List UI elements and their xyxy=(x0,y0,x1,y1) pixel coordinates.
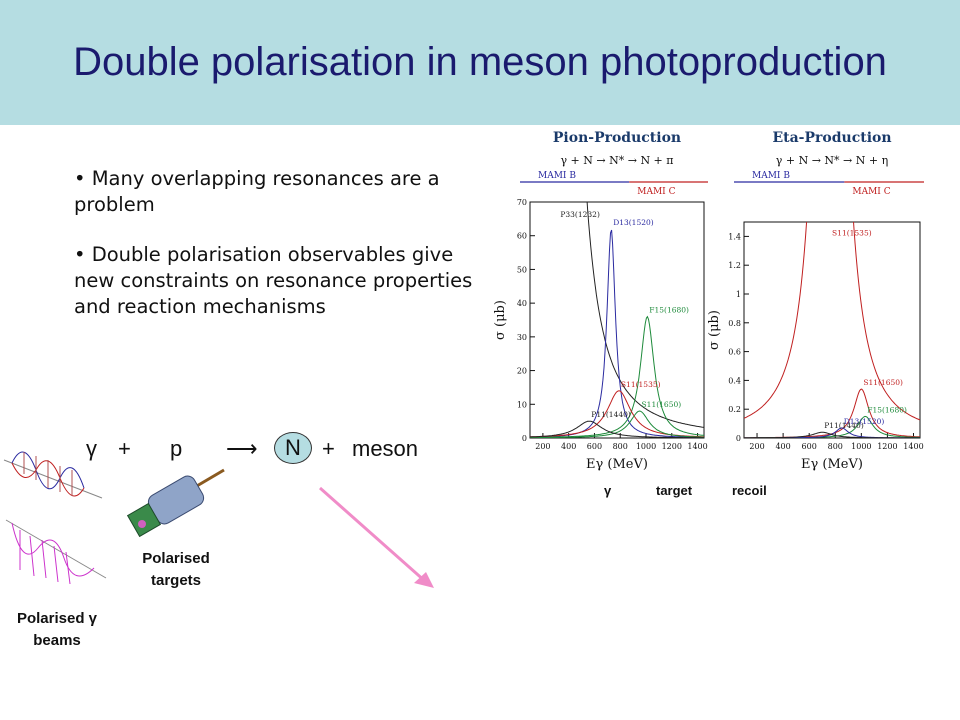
proton-symbol: p xyxy=(170,436,183,461)
beam-range-c-label: MAMI C xyxy=(852,187,890,197)
y-tick-label: 0 xyxy=(522,434,527,443)
series-label: F15(1680) xyxy=(649,306,689,315)
series-label: P11(1440) xyxy=(824,421,864,430)
polarised-beams-caption: Polarised γ beams xyxy=(16,610,98,649)
y-tick-label: 50 xyxy=(517,265,527,274)
plot-frame xyxy=(529,201,705,439)
series-label: S11(1535) xyxy=(621,380,661,389)
x-tick-label: 1000 xyxy=(851,442,871,451)
gamma-beam-label: γ xyxy=(604,483,612,498)
series-label: F15(1680) xyxy=(867,405,907,414)
chart-title: Eta-Production xyxy=(772,130,891,146)
y-tick-label: 70 xyxy=(517,198,527,207)
series-label: P11(1440) xyxy=(591,410,631,419)
series-line xyxy=(744,222,920,421)
beam-range-c-label: MAMI C xyxy=(637,187,675,197)
x-tick-label: 200 xyxy=(535,442,550,451)
y-tick-label: 1.4 xyxy=(728,232,741,241)
y-tick-label: 0 xyxy=(736,434,741,443)
series-line xyxy=(586,202,704,428)
x-tick-label: 800 xyxy=(828,442,843,451)
x-axis-label: Eγ (MeV) xyxy=(801,457,863,472)
y-tick-label: 0.2 xyxy=(728,405,741,414)
slide-title: Double polarisation in meson photoproduc… xyxy=(73,40,887,84)
x-tick-label: 400 xyxy=(775,442,790,451)
target-label: target xyxy=(656,483,693,498)
polarised-targets-caption: Polarised targets xyxy=(142,550,210,589)
plot-frame xyxy=(743,221,921,439)
y-tick-label: 40 xyxy=(517,299,527,308)
bullet-list: • Many overlapping resonances are a prob… xyxy=(74,166,474,344)
bullet-overlapping-resonances: • Many overlapping resonances are a prob… xyxy=(74,167,440,216)
linear-polarisation-wave xyxy=(3,451,103,499)
circular-polarisation-wave xyxy=(5,519,107,585)
x-tick-label: 1400 xyxy=(687,442,707,451)
series-label: S11(1535) xyxy=(832,228,872,237)
series-label: D13(1520) xyxy=(844,417,885,426)
y-axis-label: σ (μb) xyxy=(493,300,508,340)
x-tick-label: 400 xyxy=(561,442,576,451)
chart-subtitle: γ + N → N* → N + η xyxy=(776,154,888,167)
recoil-label: recoil xyxy=(732,483,767,498)
y-tick-label: 10 xyxy=(517,400,527,409)
reaction-arrow: ⟶ xyxy=(226,436,258,461)
x-tick-label: 600 xyxy=(587,442,602,451)
x-tick-label: 1200 xyxy=(877,442,897,451)
series-label: P33(1232) xyxy=(560,210,600,219)
x-tick-label: 1200 xyxy=(662,442,682,451)
x-tick-label: 200 xyxy=(749,442,764,451)
nucleon-circle: N xyxy=(274,432,312,464)
y-tick-label: 60 xyxy=(517,232,527,241)
bullet-double-polarisation: • Double polarisation observables give n… xyxy=(74,243,473,318)
y-tick-label: 0.8 xyxy=(728,319,741,328)
series-line xyxy=(530,315,704,438)
plus-sign: + xyxy=(322,436,335,461)
target-marker xyxy=(138,520,146,528)
x-tick-label: 800 xyxy=(613,442,628,451)
series-label: S11(1650) xyxy=(642,400,682,409)
chart-title: Pion-Production xyxy=(553,130,681,146)
y-tick-label: 0.4 xyxy=(728,376,741,385)
plus-sign: + xyxy=(118,436,131,461)
series-line xyxy=(744,431,920,438)
beam-range-b-label: MAMI B xyxy=(538,171,576,181)
series-label: S11(1650) xyxy=(863,378,903,387)
series-line xyxy=(530,420,704,438)
y-tick-label: 0.6 xyxy=(728,348,741,357)
eta-production-chart: Eta-Production γ + N → N* → N + η MAMI B MA… xyxy=(707,130,924,472)
beam-range-b-label: MAMI B xyxy=(752,171,790,181)
x-tick-label: 600 xyxy=(802,442,817,451)
meson-label: meson xyxy=(352,436,419,461)
y-axis-label: σ (μb) xyxy=(707,310,722,350)
series-line xyxy=(530,410,704,438)
y-tick-label: 1.2 xyxy=(728,261,741,270)
title-bar xyxy=(0,0,960,125)
pink-arrow xyxy=(319,486,434,588)
polarised-beam-illustration xyxy=(3,451,107,585)
polarised-target-illustration xyxy=(126,468,225,538)
chart-subtitle: γ + N → N* → N + π xyxy=(560,154,673,167)
x-axis-label: Eγ (MeV) xyxy=(586,457,648,472)
series-label: D13(1520) xyxy=(613,218,654,227)
gamma-symbol: γ xyxy=(86,436,97,461)
y-tick-label: 30 xyxy=(517,333,527,342)
x-tick-label: 1000 xyxy=(636,442,656,451)
target-cell xyxy=(126,502,162,538)
y-tick-label: 20 xyxy=(517,367,527,376)
reaction-equation: γ + p ⟶ N + meson xyxy=(86,432,446,464)
cross-section-figure: Pion-Production γ + N → N* → N + π MAMI B M… xyxy=(493,130,924,472)
y-tick-label: 1 xyxy=(736,290,741,299)
pion-production-chart: Pion-Production γ + N → N* → N + π MAMI B M… xyxy=(493,130,708,472)
x-tick-label: 1400 xyxy=(903,442,923,451)
